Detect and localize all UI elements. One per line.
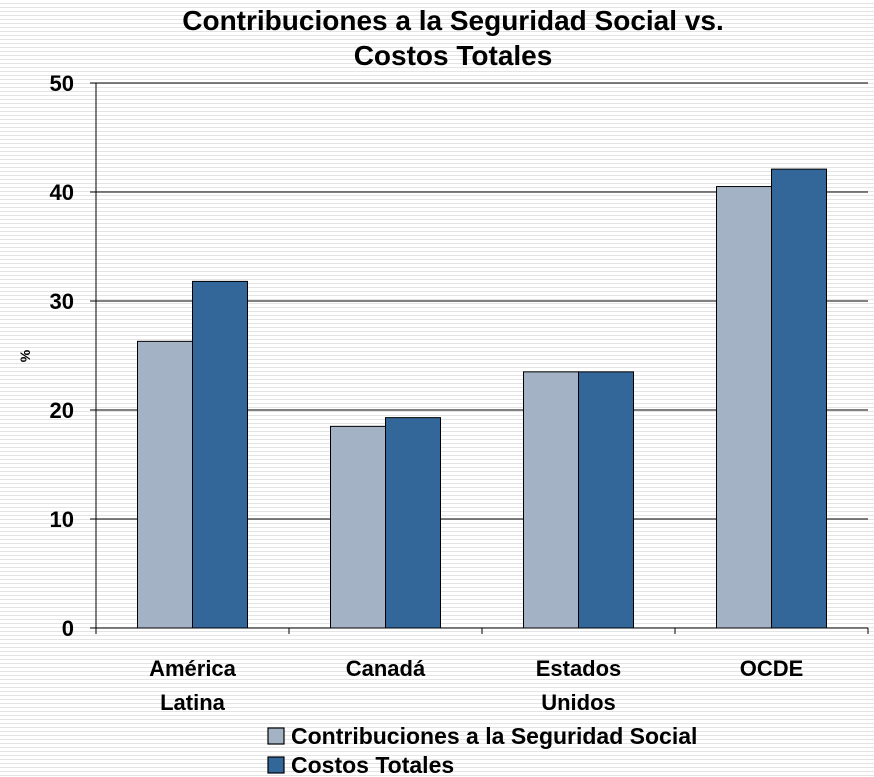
bar: [523, 371, 579, 629]
category-label: Estados: [536, 656, 622, 681]
category-labels: América Latina Canadá Estados Unidos OCDE: [149, 656, 803, 715]
bar: [192, 280, 248, 629]
y-tick-label: 0: [62, 616, 74, 641]
y-tick-label: 10: [50, 507, 74, 532]
bar: [771, 168, 827, 629]
legend-label: Contribuciones a la Seguridad Social: [291, 723, 697, 749]
bar: [330, 425, 386, 629]
legend-label: Costos Totales: [291, 752, 454, 777]
chart-title: Contribuciones a la Seguridad Social vs.…: [182, 5, 723, 71]
y-tick-label: 30: [50, 289, 74, 314]
axes: [90, 82, 869, 634]
bar: [716, 186, 772, 629]
legend-swatch: [267, 727, 285, 745]
category-label: OCDE: [740, 656, 804, 681]
chart-title-line: Contribuciones a la Seguridad Social vs.: [182, 5, 723, 36]
category-label: Latina: [160, 690, 226, 715]
category-label: América: [149, 656, 237, 681]
y-axis-label: %: [17, 349, 33, 362]
bars: [137, 168, 827, 629]
y-tick-label: 40: [50, 180, 74, 205]
legend: Contribuciones a la Seguridad Social Cost…: [267, 723, 697, 777]
bar: [385, 417, 441, 629]
y-tick-labels: 0 10 20 30 40 50: [50, 71, 74, 641]
y-tick-label: 20: [50, 398, 74, 423]
y-tick-label: 50: [50, 71, 74, 96]
category-label: Canadá: [346, 656, 426, 681]
legend-swatch: [267, 756, 285, 774]
y-axis-label-text: %: [17, 349, 33, 362]
category-label: Unidos: [541, 690, 616, 715]
bar: [578, 371, 634, 629]
chart-title-line: Costos Totales: [354, 40, 553, 71]
bar: [137, 340, 193, 629]
